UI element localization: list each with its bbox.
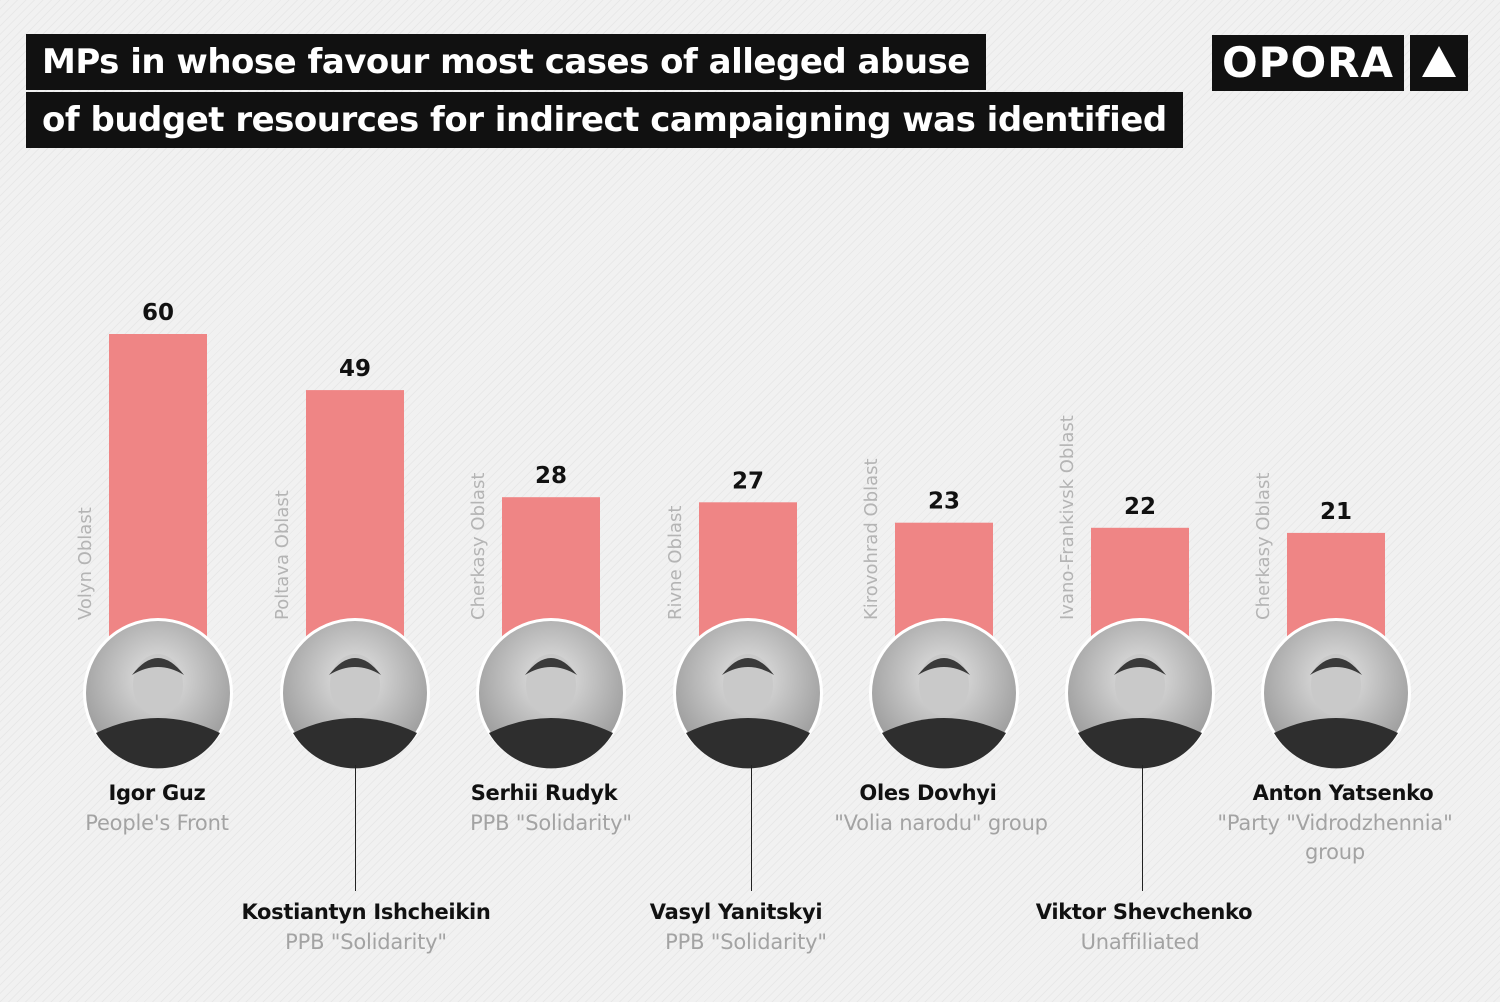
connector-line (751, 765, 752, 891)
bar (699, 502, 797, 640)
region-label: Cherkasy Oblast (468, 473, 489, 620)
portrait-suit (686, 718, 810, 769)
portrait-suit (1274, 718, 1398, 769)
region-label: Cherkasy Oblast (1253, 473, 1274, 620)
region-label: Poltava Oblast (272, 490, 293, 620)
connector-line (1142, 765, 1143, 891)
portrait-suit (96, 718, 220, 769)
person-name: Vasyl Yanitskyi (649, 900, 823, 924)
logo-text: OPORA (1211, 35, 1404, 91)
connector-line (355, 765, 356, 891)
person-party: PPB "Solidarity" (470, 811, 632, 835)
person-name: Viktor Shevchenko (1035, 900, 1253, 924)
portrait-hair (132, 658, 184, 675)
value-label: 27 (732, 468, 764, 494)
person-name: Oles Dovhyi (859, 781, 997, 805)
portrait-photo (280, 618, 430, 769)
portrait-face (1115, 654, 1165, 716)
portrait-photo (1261, 618, 1411, 769)
portrait-photo (476, 618, 626, 769)
portrait-face (133, 654, 183, 716)
title-line-2: of budget resources for indirect campaig… (26, 92, 1183, 148)
person-party: "Volia narodu" group (834, 811, 1048, 835)
portrait-face (526, 654, 576, 716)
region-label: Kirovohrad Oblast (861, 458, 882, 620)
value-label: 28 (535, 463, 567, 489)
person-party: PPB "Solidarity" (665, 930, 827, 954)
title-line-1: MPs in whose favour most cases of allege… (26, 34, 986, 90)
portrait-face (919, 654, 969, 716)
person-name: Igor Guz (108, 781, 206, 805)
portrait-face (330, 654, 380, 716)
bar (109, 334, 207, 640)
portrait-photo (869, 618, 1019, 769)
region-label: Ivano-Frankivsk Oblast (1057, 415, 1078, 620)
value-label: 21 (1320, 499, 1352, 525)
portrait-face (723, 654, 773, 716)
value-label: 23 (928, 489, 960, 515)
person-name: Serhii Rudyk (470, 781, 618, 805)
value-label: 49 (339, 356, 371, 382)
bar (306, 390, 404, 640)
portrait-hair (1310, 658, 1362, 675)
portrait-suit (1078, 718, 1202, 769)
region-label: Rivne Oblast (665, 506, 686, 620)
portrait-suit (882, 718, 1006, 769)
person-party: Unaffiliated (1080, 930, 1200, 954)
portrait-suit (293, 718, 417, 769)
person-party: People's Front (85, 811, 229, 835)
portrait-hair (1114, 658, 1166, 675)
bar (502, 497, 600, 640)
portrait-photo (673, 618, 823, 769)
triangle-icon (1410, 35, 1468, 91)
portrait-face (1311, 654, 1361, 716)
portrait-suit (489, 718, 613, 769)
portrait-photo (1065, 618, 1215, 769)
person-name: Kostiantyn Ishcheikin (241, 900, 491, 924)
value-label: 22 (1124, 494, 1156, 520)
portrait-hair (525, 658, 577, 675)
person-party: "Party "Vidrodzhennia" group (1217, 811, 1453, 864)
value-label: 60 (142, 300, 174, 326)
person-party: PPB "Solidarity" (285, 930, 447, 954)
portrait-hair (329, 658, 381, 675)
region-label: Volyn Oblast (75, 507, 96, 620)
portrait-hair (918, 658, 970, 675)
opora-logo: OPORA (1211, 35, 1468, 91)
person-name: Anton Yatsenko (1252, 781, 1434, 805)
portrait-hair (722, 658, 774, 675)
portrait-photo (83, 618, 233, 769)
